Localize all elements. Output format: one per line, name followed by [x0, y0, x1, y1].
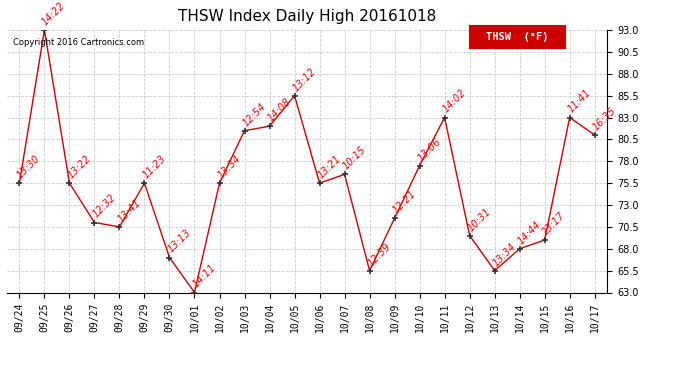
Text: Copyright 2016 Cartronics.com: Copyright 2016 Cartronics.com [13, 38, 144, 47]
Text: 13:06: 13:06 [415, 136, 442, 163]
Text: 13:34: 13:34 [491, 241, 518, 268]
Text: 14:44: 14:44 [515, 219, 542, 246]
Text: 14:02: 14:02 [440, 88, 468, 115]
Text: 13:41: 13:41 [115, 197, 142, 224]
Text: 13:13: 13:13 [166, 228, 193, 255]
Text: 23:17: 23:17 [540, 210, 568, 237]
Title: THSW Index Daily High 20161018: THSW Index Daily High 20161018 [178, 9, 436, 24]
Text: 12:21: 12:21 [391, 189, 417, 216]
Text: 14:22: 14:22 [40, 0, 68, 27]
Text: 12:39: 12:39 [366, 241, 393, 268]
Text: 12:54: 12:54 [240, 101, 268, 128]
Text: 11:23: 11:23 [140, 153, 168, 180]
Text: 13:30: 13:30 [15, 153, 42, 180]
Text: 13:22: 13:22 [66, 153, 92, 180]
Text: 10:31: 10:31 [466, 206, 493, 233]
Text: 13:21: 13:21 [315, 153, 342, 180]
Text: 14:08: 14:08 [266, 97, 293, 124]
Text: 13:34: 13:34 [215, 153, 242, 180]
Text: 12:32: 12:32 [90, 193, 117, 220]
Text: 13:12: 13:12 [290, 66, 317, 93]
Text: 10:15: 10:15 [340, 145, 368, 172]
Text: 11:41: 11:41 [566, 88, 593, 115]
Text: 14:11: 14:11 [190, 263, 217, 290]
Text: 16:35: 16:35 [591, 105, 618, 132]
